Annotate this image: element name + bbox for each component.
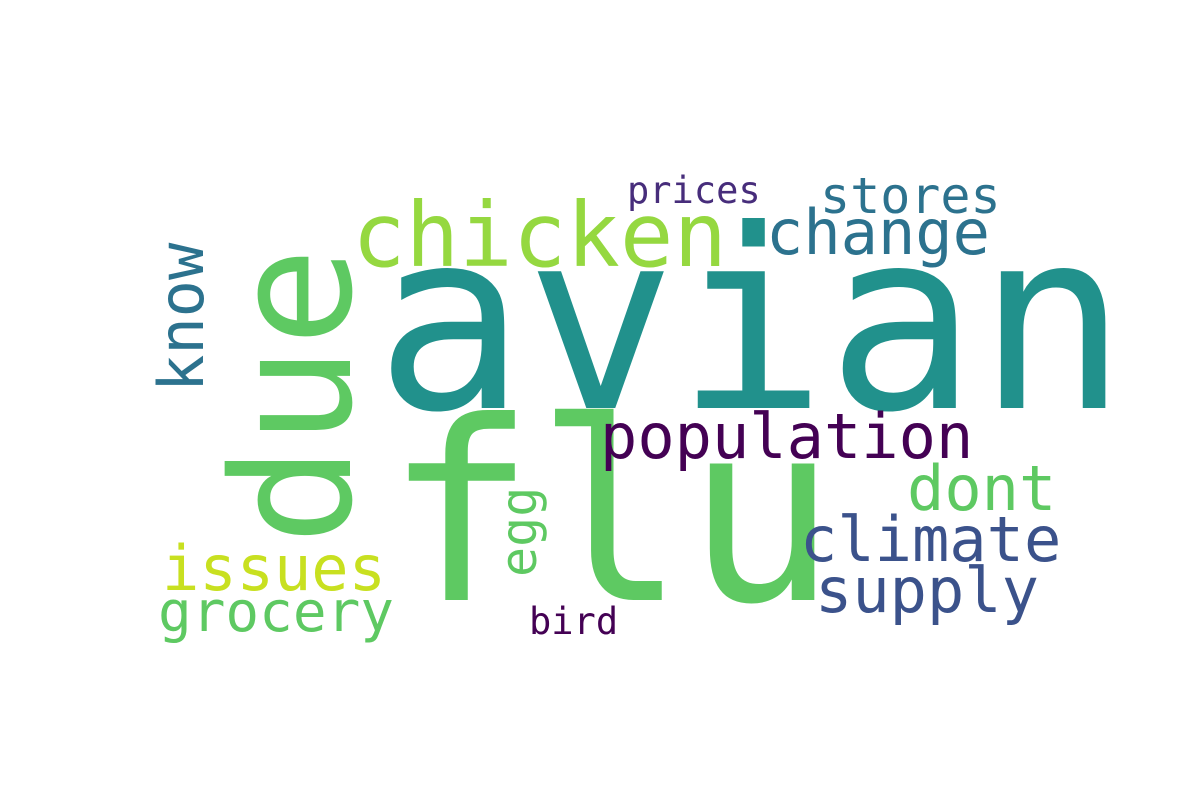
word-grocery: grocery bbox=[158, 580, 394, 645]
word-chicken: chicken bbox=[352, 183, 727, 287]
word-population: population bbox=[600, 400, 973, 473]
word-issues: issues bbox=[162, 532, 386, 605]
word-stores: stores bbox=[820, 167, 1001, 225]
word-due: due bbox=[197, 247, 389, 545]
word-climate: climate bbox=[800, 503, 1061, 576]
word-supply: supply bbox=[815, 554, 1039, 627]
word-prices: prices bbox=[627, 169, 761, 212]
word-know: know bbox=[145, 242, 218, 392]
word-change: change bbox=[766, 196, 990, 269]
word-flu: flu bbox=[385, 368, 837, 659]
word-egg: egg bbox=[490, 487, 548, 577]
word-avian: avian bbox=[375, 176, 1128, 467]
word-dont: dont bbox=[907, 452, 1056, 525]
word-bird: bird bbox=[529, 600, 618, 643]
